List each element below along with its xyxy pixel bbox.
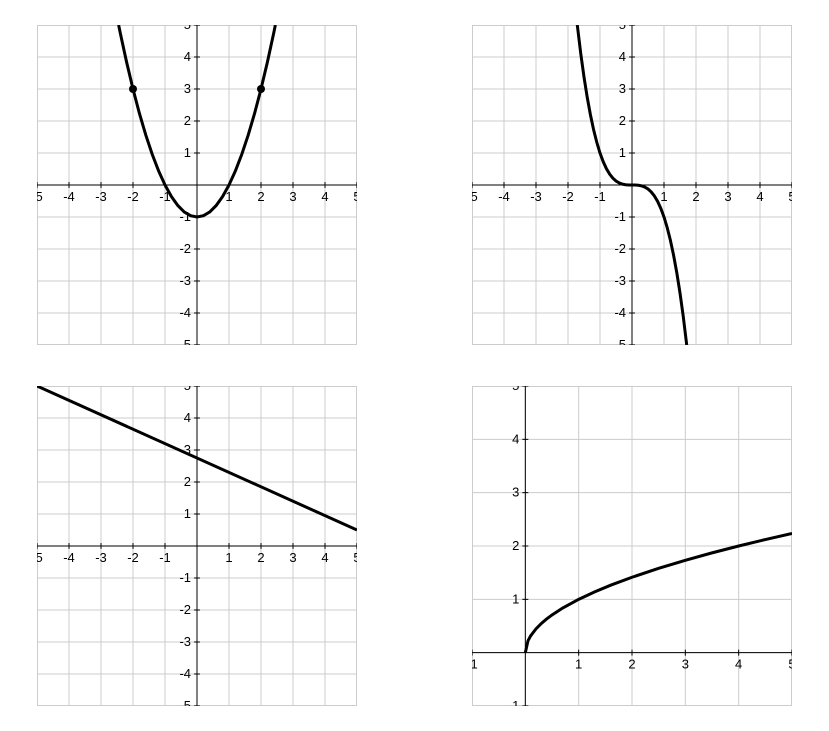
svg-text:2: 2 [619, 113, 626, 128]
svg-text:5: 5 [184, 25, 191, 32]
svg-text:5: 5 [788, 656, 792, 671]
svg-text:5: 5 [788, 189, 792, 204]
svg-text:-3: -3 [614, 273, 626, 288]
svg-text:-5: -5 [37, 189, 43, 204]
svg-text:-2: -2 [180, 241, 192, 256]
svg-text:3: 3 [184, 81, 191, 96]
svg-text:1: 1 [575, 656, 582, 671]
svg-text:2: 2 [184, 113, 191, 128]
svg-text:-3: -3 [180, 634, 192, 649]
svg-text:4: 4 [735, 656, 742, 671]
charts-grid: -5-4-3-2-112345-5-4-3-2-112345 -5-4-3-2-… [0, 0, 829, 731]
chart-svg-negative-cubic: -5 -4 -3 -2 -1 1 2 3 4 5 -5 -4 -3 -2 -1 1 2 3 4 5 [472, 25, 792, 345]
svg-text:-4: -4 [63, 189, 75, 204]
svg-text:-5: -5 [180, 698, 192, 706]
svg-text:4: 4 [184, 410, 191, 425]
svg-text:-5: -5 [180, 337, 192, 345]
svg-text:3: 3 [724, 189, 731, 204]
svg-text:1: 1 [619, 145, 626, 160]
chart-svg-linear: -5-4-3-2-112345-5-4-3-2-112345 [37, 386, 357, 706]
svg-text:-4: -4 [180, 305, 192, 320]
svg-text:2: 2 [628, 656, 635, 671]
svg-text:5: 5 [184, 386, 191, 393]
svg-text:4: 4 [322, 189, 329, 204]
chart-negative-cubic: -5 -4 -3 -2 -1 1 2 3 4 5 -5 -4 -3 -2 -1 1 2 3 4 5 [465, 20, 800, 351]
svg-text:-2: -2 [127, 189, 139, 204]
svg-text:-3: -3 [530, 189, 542, 204]
svg-text:4: 4 [184, 49, 191, 64]
chart-svg-parabola: -5-4-3-2-112345-5-4-3-2-112345 [37, 25, 357, 345]
svg-text:-1: -1 [159, 550, 171, 565]
svg-text:-5: -5 [614, 337, 626, 345]
svg-text:2: 2 [512, 538, 519, 553]
svg-text:-2: -2 [614, 241, 626, 256]
svg-text:3: 3 [512, 484, 519, 499]
svg-text:-4: -4 [63, 550, 75, 565]
svg-text:-5: -5 [37, 550, 43, 565]
svg-text:-1: -1 [614, 209, 626, 224]
svg-text:-1: -1 [594, 189, 606, 204]
svg-text:-4: -4 [614, 305, 626, 320]
svg-text:-2: -2 [180, 602, 192, 617]
svg-text:-3: -3 [95, 550, 107, 565]
svg-text:1: 1 [660, 189, 667, 204]
svg-text:-4: -4 [180, 666, 192, 681]
svg-text:-1: -1 [508, 698, 520, 706]
chart-parabola: -5-4-3-2-112345-5-4-3-2-112345 [30, 20, 365, 351]
svg-text:-1: -1 [180, 570, 192, 585]
svg-text:4: 4 [512, 431, 519, 446]
svg-text:3: 3 [619, 81, 626, 96]
svg-text:-2: -2 [127, 550, 139, 565]
svg-text:4: 4 [322, 550, 329, 565]
svg-text:4: 4 [619, 49, 626, 64]
svg-text:5: 5 [354, 189, 358, 204]
svg-text:-3: -3 [180, 273, 192, 288]
svg-text:1: 1 [226, 550, 233, 565]
svg-text:-4: -4 [498, 189, 510, 204]
svg-text:2: 2 [258, 189, 265, 204]
svg-text:1: 1 [512, 591, 519, 606]
svg-text:5: 5 [354, 550, 358, 565]
svg-text:1: 1 [184, 145, 191, 160]
chart-linear: -5-4-3-2-112345-5-4-3-2-112345 [30, 381, 365, 712]
svg-text:3: 3 [290, 550, 297, 565]
svg-text:3: 3 [681, 656, 688, 671]
svg-text:1: 1 [184, 506, 191, 521]
svg-text:-5: -5 [472, 189, 478, 204]
svg-text:2: 2 [692, 189, 699, 204]
svg-text:3: 3 [290, 189, 297, 204]
svg-text:-3: -3 [95, 189, 107, 204]
svg-text:2: 2 [184, 474, 191, 489]
svg-text:-2: -2 [562, 189, 574, 204]
svg-text:4: 4 [756, 189, 763, 204]
svg-text:2: 2 [258, 550, 265, 565]
chart-svg-sqrt: -1 1 2 3 4 5 -1 1 2 3 4 5 [472, 386, 792, 706]
svg-text:5: 5 [619, 25, 626, 32]
svg-text:-1: -1 [472, 656, 478, 671]
chart-sqrt: -1 1 2 3 4 5 -1 1 2 3 4 5 [465, 381, 800, 712]
svg-text:5: 5 [512, 386, 519, 393]
